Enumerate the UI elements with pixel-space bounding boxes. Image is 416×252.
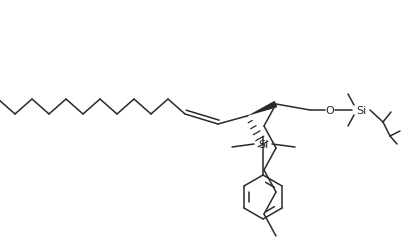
Text: Si: Si: [356, 106, 366, 115]
Text: Si: Si: [258, 139, 268, 149]
Text: O: O: [326, 106, 334, 115]
Polygon shape: [247, 101, 277, 116]
